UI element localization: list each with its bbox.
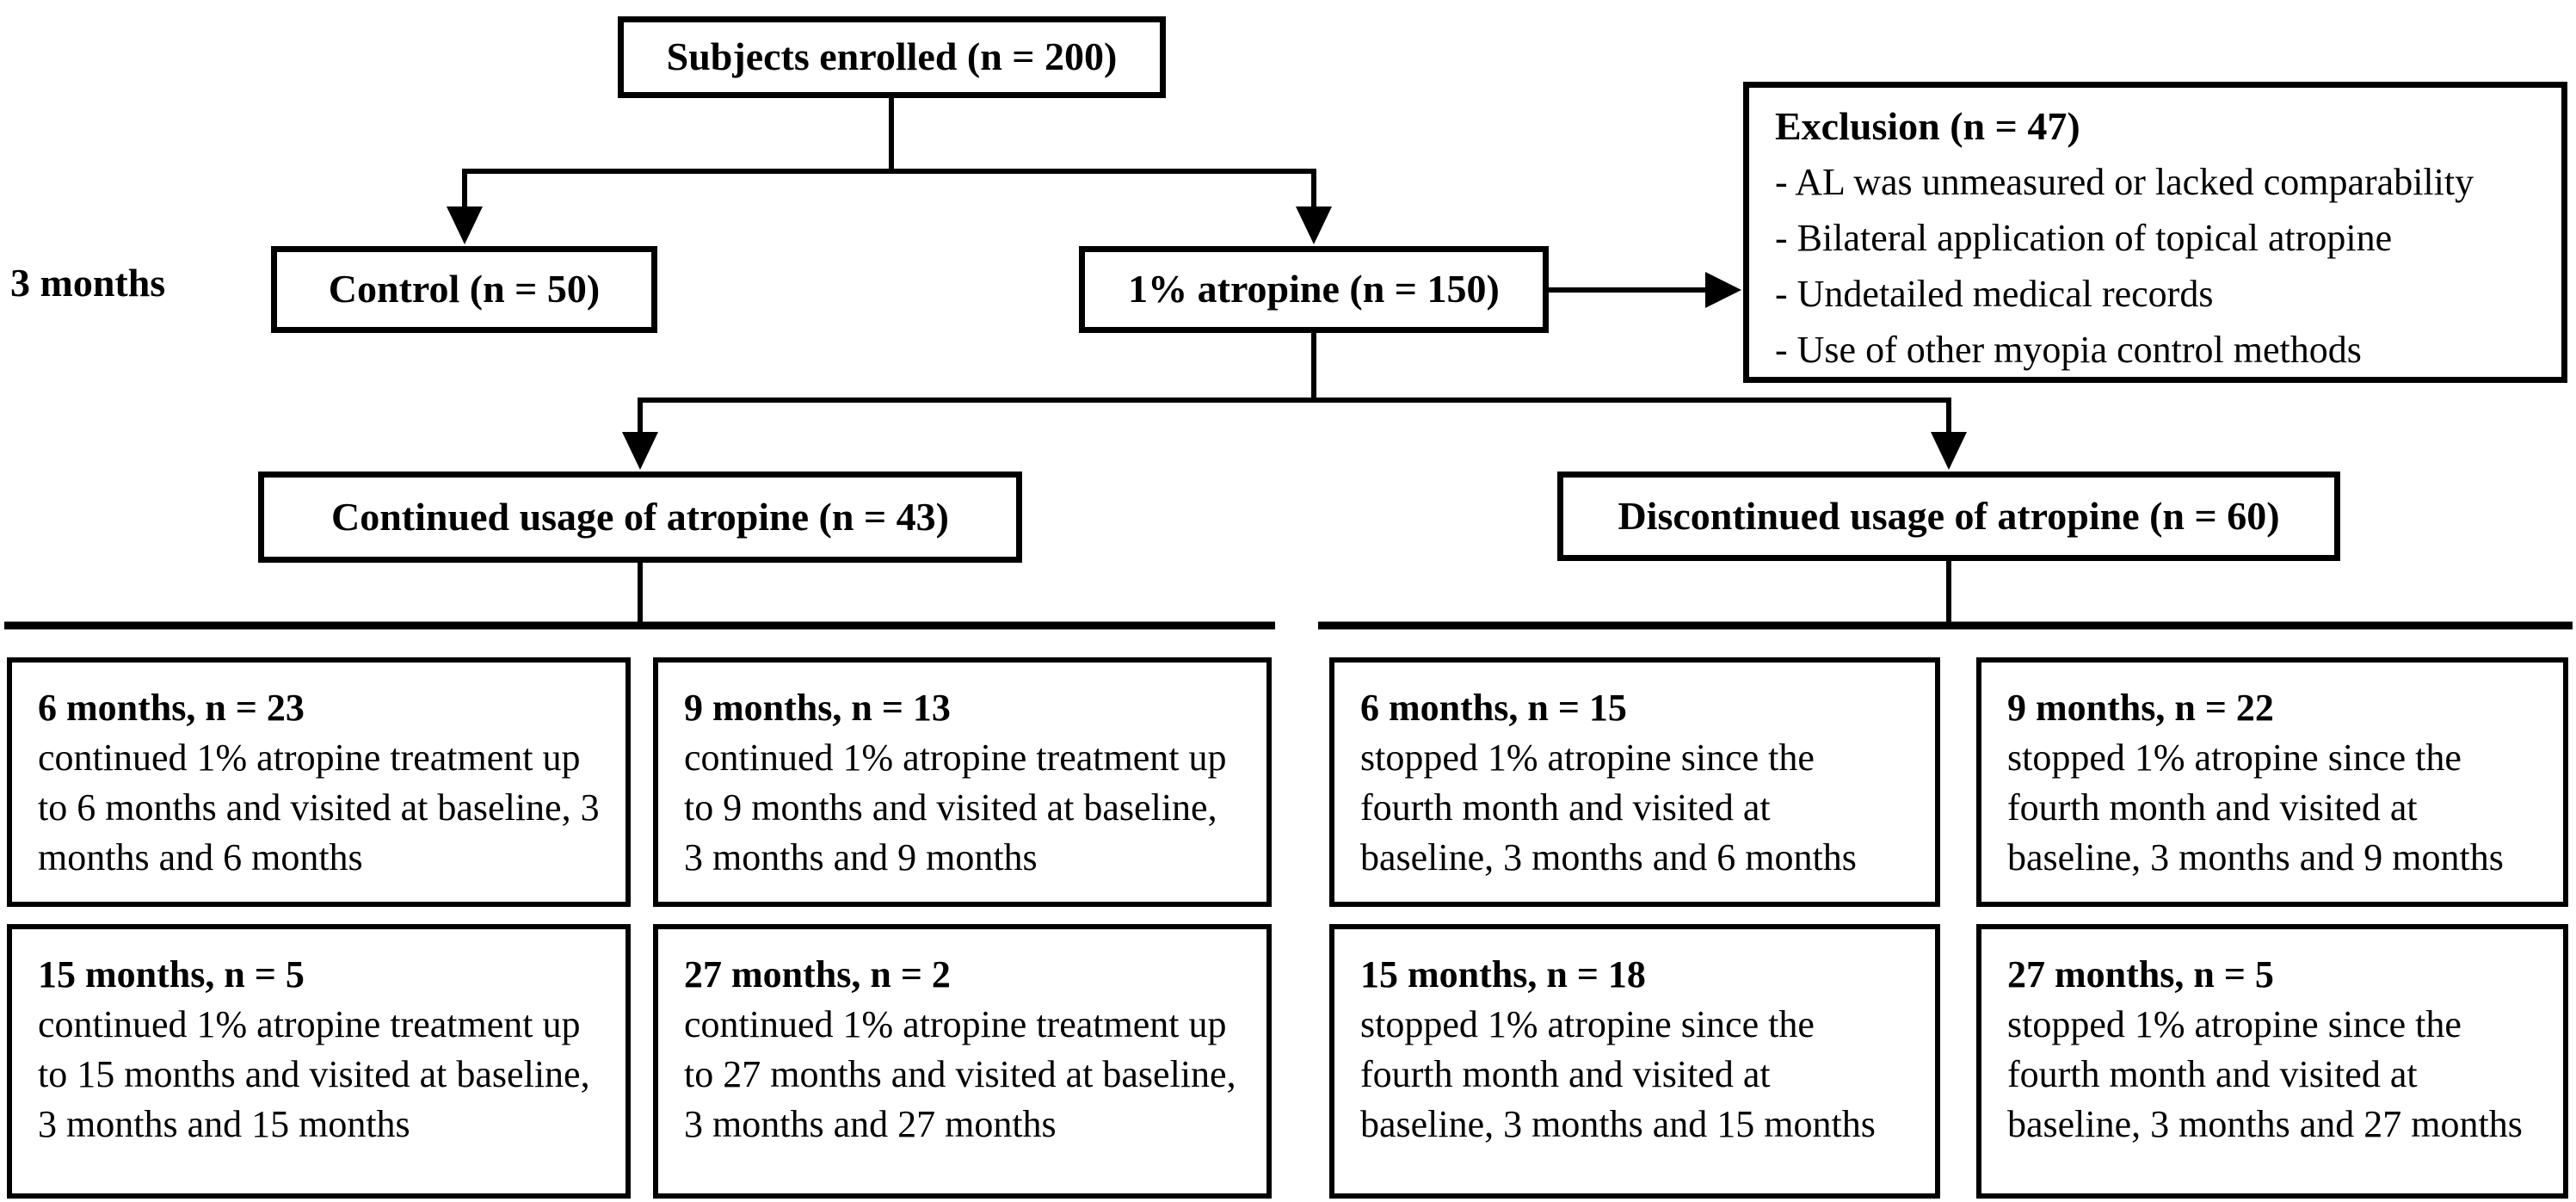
followup-box-discontinued-15m: 15 months, n = 18 stopped 1% atropine si… bbox=[1329, 924, 1940, 1199]
followup-box-continued-6m: 6 months, n = 23 continued 1% atropine t… bbox=[7, 657, 631, 907]
followup-title: 6 months, n = 15 bbox=[1360, 687, 1627, 729]
arrowhead-to-exclusion bbox=[1705, 272, 1741, 308]
exclusion-item: - Bilateral application of topical atrop… bbox=[1775, 217, 2393, 259]
node-atropine: 1% atropine (n = 150) bbox=[1079, 246, 1549, 333]
followup-body: stopped 1% atropine since the fourth mon… bbox=[2007, 737, 2504, 878]
arrowhead-to-control bbox=[447, 206, 483, 244]
node-exclusion: Exclusion (n = 47) - AL was unmeasured o… bbox=[1743, 82, 2567, 383]
followup-box-discontinued-6m: 6 months, n = 15 stopped 1% atropine sin… bbox=[1329, 657, 1940, 907]
followup-title: 15 months, n = 5 bbox=[38, 953, 305, 996]
node-subjects-enrolled-label: Subjects enrolled (n = 200) bbox=[666, 34, 1118, 79]
followup-title: 9 months, n = 22 bbox=[2007, 687, 2274, 729]
followup-box-continued-27m: 27 months, n = 2 continued 1% atropine t… bbox=[653, 924, 1272, 1199]
followup-body: continued 1% atropine treatment up to 15… bbox=[38, 1003, 590, 1145]
node-continued-usage: Continued usage of atropine (n = 43) bbox=[258, 472, 1022, 563]
followup-box-discontinued-27m: 27 months, n = 5 stopped 1% atropine sin… bbox=[1976, 924, 2568, 1199]
node-discontinued-usage-label: Discontinued usage of atropine (n = 60) bbox=[1618, 493, 2280, 538]
followup-body: stopped 1% atropine since the fourth mon… bbox=[1360, 737, 1857, 878]
followup-title: 27 months, n = 5 bbox=[2007, 953, 2274, 996]
arrowhead-to-atropine bbox=[1296, 206, 1332, 244]
followup-title: 6 months, n = 23 bbox=[38, 687, 305, 729]
side-label-3-months: 3 months bbox=[10, 261, 166, 305]
node-subjects-enrolled: Subjects enrolled (n = 200) bbox=[618, 16, 1166, 98]
exclusion-item: - Use of other myopia control methods bbox=[1775, 329, 2362, 371]
node-control-label: Control (n = 50) bbox=[328, 267, 601, 311]
followup-box-continued-9m: 9 months, n = 13 continued 1% atropine t… bbox=[653, 657, 1272, 907]
exclusion-item: - AL was unmeasured or lacked comparabil… bbox=[1775, 161, 2474, 203]
followup-body: stopped 1% atropine since the fourth mon… bbox=[1360, 1003, 1876, 1145]
node-discontinued-usage: Discontinued usage of atropine (n = 60) bbox=[1557, 472, 2340, 561]
followup-title: 9 months, n = 13 bbox=[684, 687, 951, 729]
followup-body: continued 1% atropine treatment up to 27… bbox=[684, 1003, 1236, 1145]
exclusion-title: Exclusion (n = 47) bbox=[1775, 104, 2080, 148]
node-continued-usage-label: Continued usage of atropine (n = 43) bbox=[331, 494, 949, 539]
followup-title: 27 months, n = 2 bbox=[684, 953, 951, 996]
followup-title: 15 months, n = 18 bbox=[1360, 953, 1646, 996]
node-atropine-label: 1% atropine (n = 150) bbox=[1128, 267, 1500, 311]
followup-body: continued 1% atropine treatment up to 6 … bbox=[38, 737, 600, 878]
followup-box-continued-15m: 15 months, n = 5 continued 1% atropine t… bbox=[7, 924, 631, 1199]
exclusion-item: - Undetailed medical records bbox=[1775, 273, 2214, 315]
followup-body: continued 1% atropine treatment up to 9 … bbox=[684, 737, 1227, 878]
node-control: Control (n = 50) bbox=[271, 246, 657, 333]
arrowhead-to-continued bbox=[622, 432, 658, 470]
followup-box-discontinued-9m: 9 months, n = 22 stopped 1% atropine sin… bbox=[1976, 657, 2568, 907]
followup-body: stopped 1% atropine since the fourth mon… bbox=[2007, 1003, 2523, 1145]
arrowhead-to-discontinued bbox=[1931, 432, 1967, 470]
